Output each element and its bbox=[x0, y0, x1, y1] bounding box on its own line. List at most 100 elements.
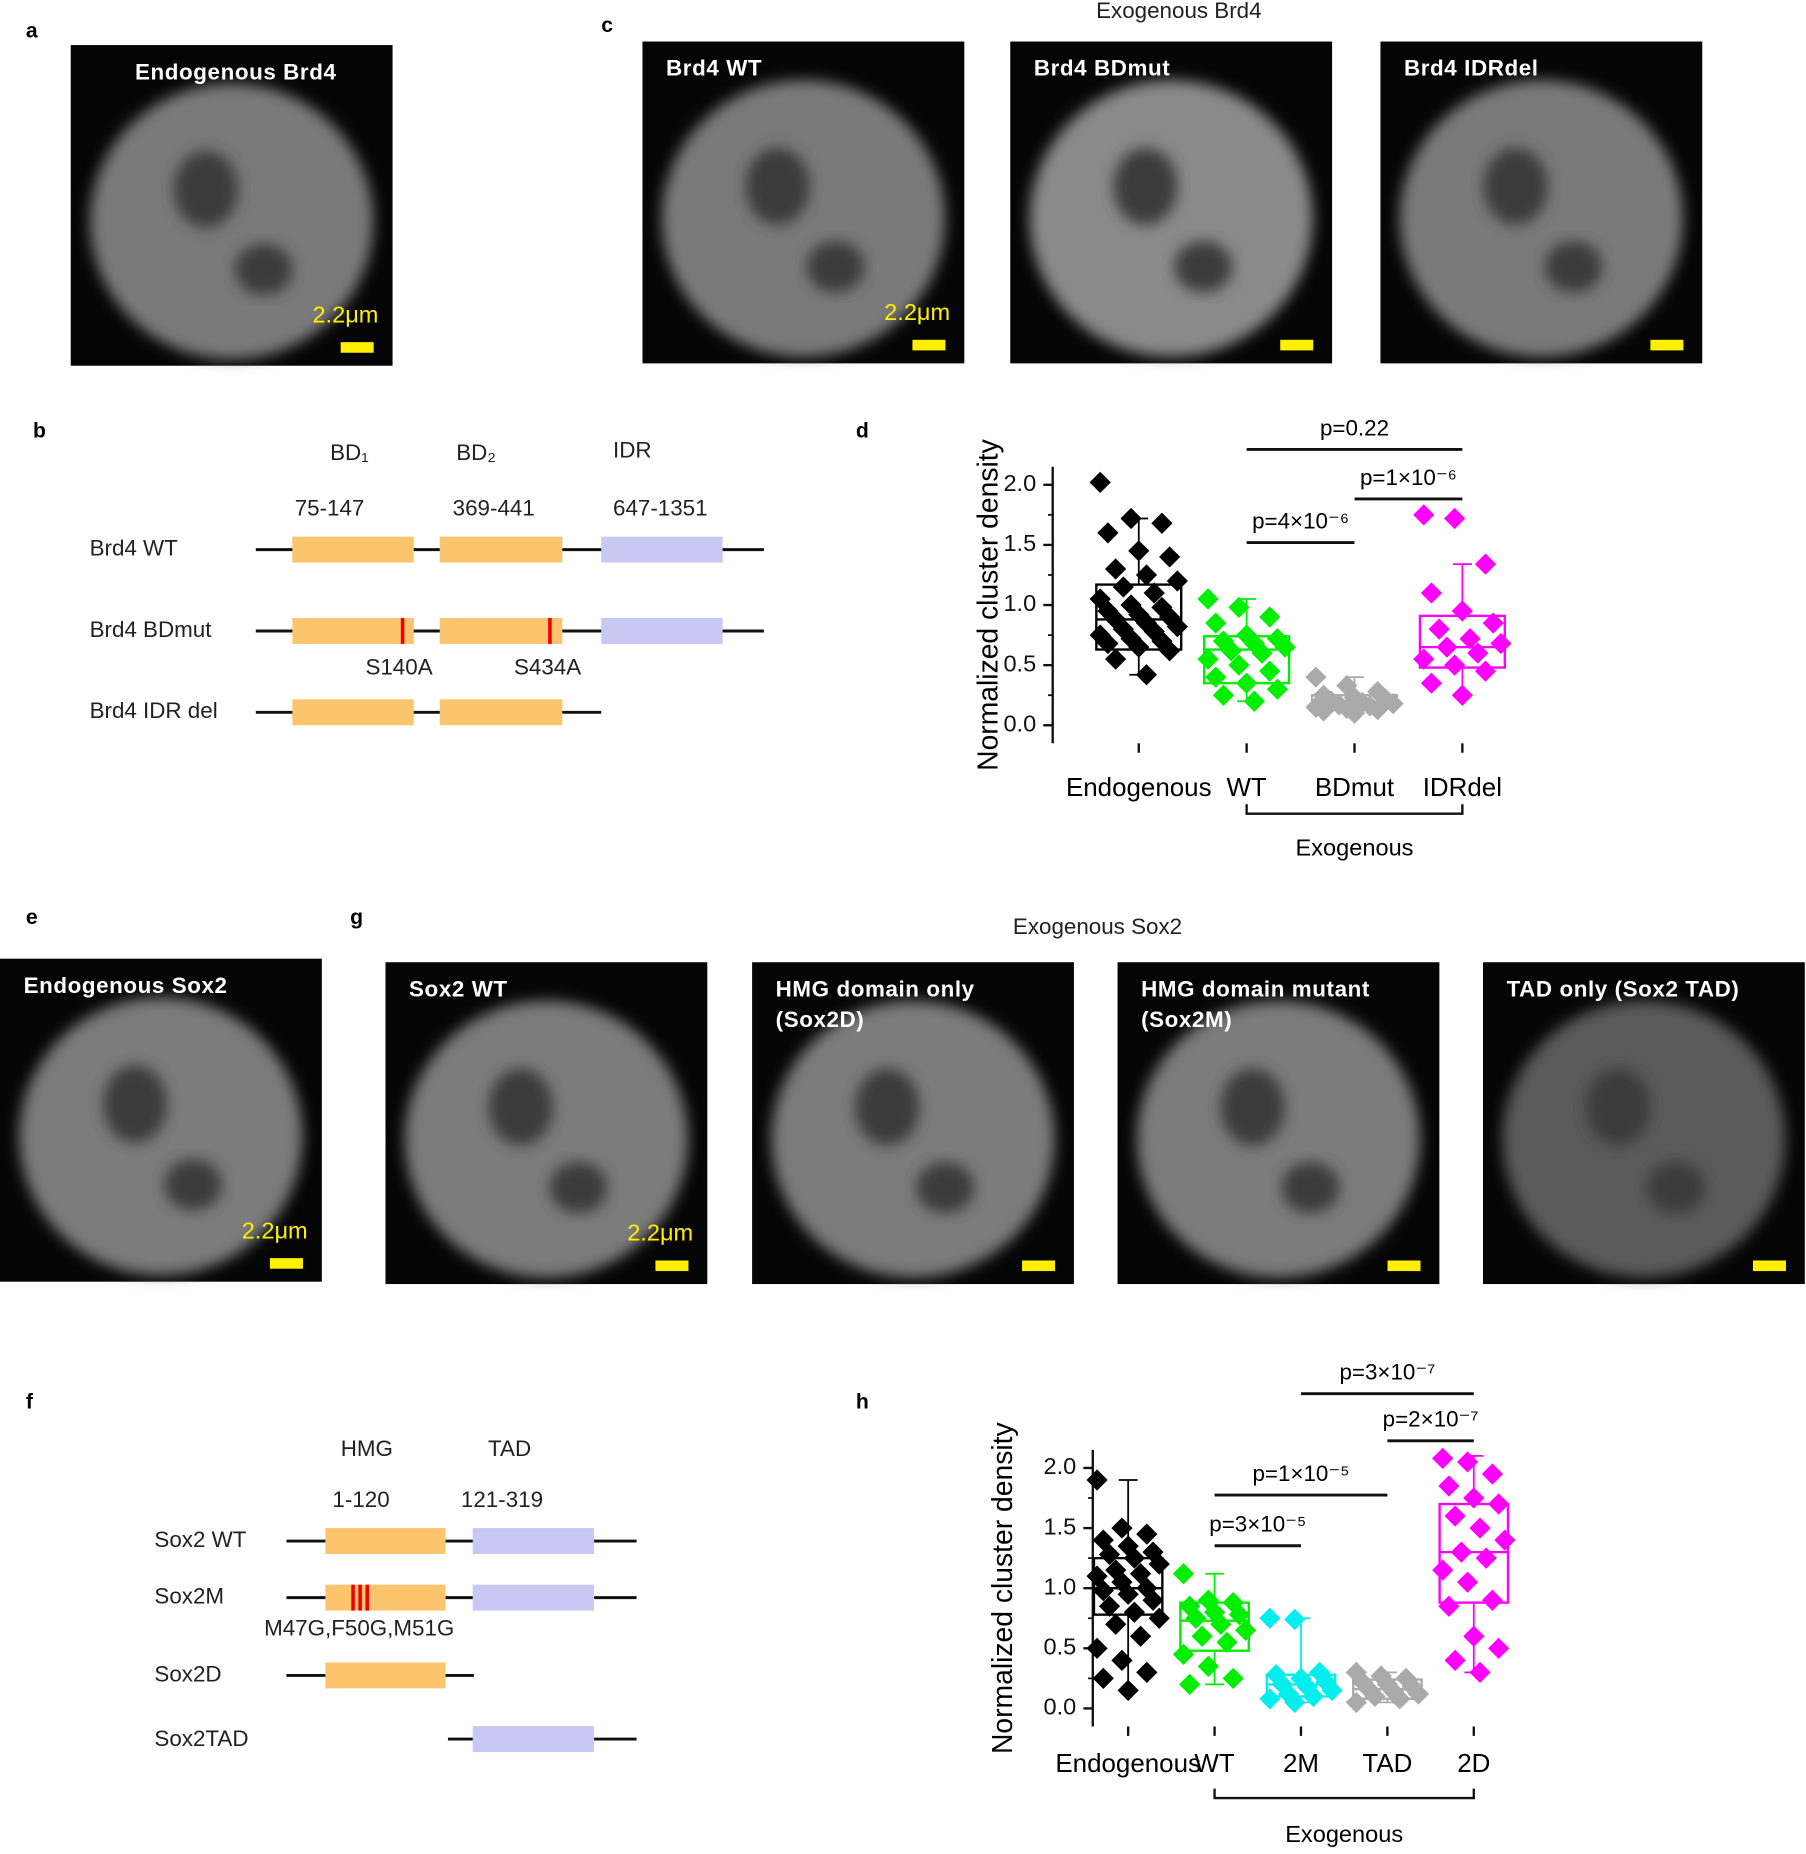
data-point bbox=[1205, 612, 1227, 634]
y-tick-label: 1.0 bbox=[1044, 1573, 1077, 1599]
data-point bbox=[1098, 1543, 1121, 1566]
nucleolus bbox=[1483, 147, 1548, 225]
domain-box bbox=[439, 536, 563, 563]
domain-range: 369-441 bbox=[453, 495, 535, 520]
panel-letter: f bbox=[26, 1391, 34, 1414]
nucleus bbox=[404, 1000, 689, 1278]
data-point bbox=[1321, 1679, 1343, 1702]
data-point bbox=[1228, 1604, 1251, 1626]
domain-box bbox=[292, 617, 414, 644]
nucleolus bbox=[488, 1068, 553, 1146]
nucleus bbox=[1399, 80, 1683, 357]
nucleus bbox=[19, 997, 303, 1276]
micrograph: Brd4 WT 2.2μm bbox=[642, 41, 965, 364]
panel-letter: a bbox=[26, 20, 38, 43]
nucleolus bbox=[745, 147, 810, 225]
nucleolus bbox=[549, 1161, 608, 1214]
data-point bbox=[1474, 660, 1497, 682]
p-value: p=1×10⁻⁵ bbox=[1252, 1461, 1349, 1486]
scale-bar-label: 2.2μm bbox=[627, 1220, 693, 1246]
y-tick-label: 0.0 bbox=[1044, 1694, 1077, 1720]
data-point bbox=[1191, 1625, 1213, 1647]
micrograph: Sox2 WT 2.2μm bbox=[385, 962, 708, 1285]
data-point bbox=[1128, 540, 1150, 562]
x-tick-label: 2M bbox=[1283, 1750, 1319, 1778]
domain-box bbox=[472, 1584, 595, 1611]
domain-name: HMG bbox=[341, 1436, 393, 1461]
data-point bbox=[1345, 1691, 1367, 1714]
data-point bbox=[1142, 1541, 1164, 1563]
domain-range: 647-1351 bbox=[613, 495, 708, 520]
data-point bbox=[1235, 1619, 1257, 1641]
panel-letter: b bbox=[33, 419, 46, 442]
mutation-mark bbox=[358, 1584, 362, 1611]
image-title: Sox2 WT bbox=[409, 976, 508, 1001]
nucleolus bbox=[1544, 241, 1603, 293]
nucleus bbox=[1502, 1000, 1786, 1278]
nucleolus bbox=[855, 1068, 920, 1146]
group-label: Exogenous bbox=[1296, 834, 1414, 860]
data-point bbox=[1284, 1608, 1306, 1631]
domain-box bbox=[439, 617, 563, 644]
y-axis-title: Normalized cluster density bbox=[986, 1422, 1018, 1755]
data-point bbox=[1488, 1493, 1510, 1515]
data-point bbox=[1444, 1505, 1466, 1527]
domain-box bbox=[325, 1528, 446, 1555]
nucleolus bbox=[1647, 1161, 1706, 1214]
nucleus bbox=[1029, 80, 1313, 357]
data-point bbox=[1092, 1667, 1114, 1689]
nucleolus bbox=[916, 1161, 975, 1214]
data-point bbox=[1148, 1607, 1170, 1629]
micrograph: TAD only (Sox2 TAD) bbox=[1482, 962, 1805, 1285]
data-point bbox=[1172, 1643, 1195, 1665]
p-value: p=3×10⁻⁷ bbox=[1339, 1360, 1435, 1385]
scale-bar bbox=[1022, 1260, 1056, 1272]
image-title: TAD only (Sox2 TAD) bbox=[1507, 976, 1740, 1001]
domain-box bbox=[292, 699, 414, 726]
data-point bbox=[1259, 1688, 1281, 1710]
data-point bbox=[1302, 1685, 1325, 1708]
nucleolus bbox=[173, 150, 239, 228]
data-point bbox=[1259, 1607, 1281, 1629]
data-point bbox=[1482, 612, 1504, 634]
data-point bbox=[1172, 1563, 1195, 1585]
domain-box bbox=[439, 699, 563, 726]
data-point bbox=[1111, 1649, 1133, 1671]
mutation-mark bbox=[351, 1584, 355, 1611]
data-point bbox=[1185, 1607, 1207, 1629]
x-tick-label: 2D bbox=[1457, 1750, 1490, 1778]
data-point bbox=[1467, 642, 1489, 664]
p-value: p=0.22 bbox=[1320, 415, 1389, 440]
data-point bbox=[1444, 507, 1466, 530]
data-point bbox=[1197, 588, 1219, 610]
construct-name: Brd4 WT bbox=[90, 536, 179, 561]
domain-box bbox=[292, 536, 414, 563]
image-title: Endogenous Sox2 bbox=[24, 973, 228, 998]
data-point bbox=[1451, 684, 1473, 706]
image-title: (Sox2D) bbox=[776, 1007, 865, 1032]
micrograph: Brd4 BDmut bbox=[1010, 41, 1333, 364]
x-tick-label: Endogenous bbox=[1066, 774, 1212, 802]
data-point bbox=[1438, 1475, 1460, 1497]
data-point bbox=[1120, 628, 1142, 650]
data-point bbox=[1105, 1613, 1127, 1635]
group-bracket bbox=[1245, 804, 1464, 815]
data-point bbox=[1123, 1601, 1145, 1623]
construct-name: Sox2TAD bbox=[154, 1726, 248, 1751]
data-point bbox=[1459, 628, 1481, 650]
construct-name: Brd4 IDR del bbox=[90, 698, 218, 723]
domain-range: 121-319 bbox=[461, 1487, 543, 1512]
data-point bbox=[1450, 1541, 1472, 1563]
nucleus bbox=[661, 80, 945, 357]
nucleus bbox=[1136, 1000, 1421, 1278]
data-point bbox=[1451, 600, 1473, 622]
data-point bbox=[1197, 1655, 1219, 1677]
image-title: HMG domain only bbox=[776, 976, 975, 1001]
data-point bbox=[1111, 1517, 1133, 1539]
data-point bbox=[1151, 512, 1173, 534]
data-point bbox=[1481, 1589, 1504, 1611]
y-tick-label: 0.5 bbox=[1044, 1634, 1077, 1660]
x-tick-label: WT bbox=[1194, 1750, 1234, 1778]
scale-bar bbox=[1280, 339, 1314, 351]
nucleolus bbox=[1174, 241, 1233, 293]
